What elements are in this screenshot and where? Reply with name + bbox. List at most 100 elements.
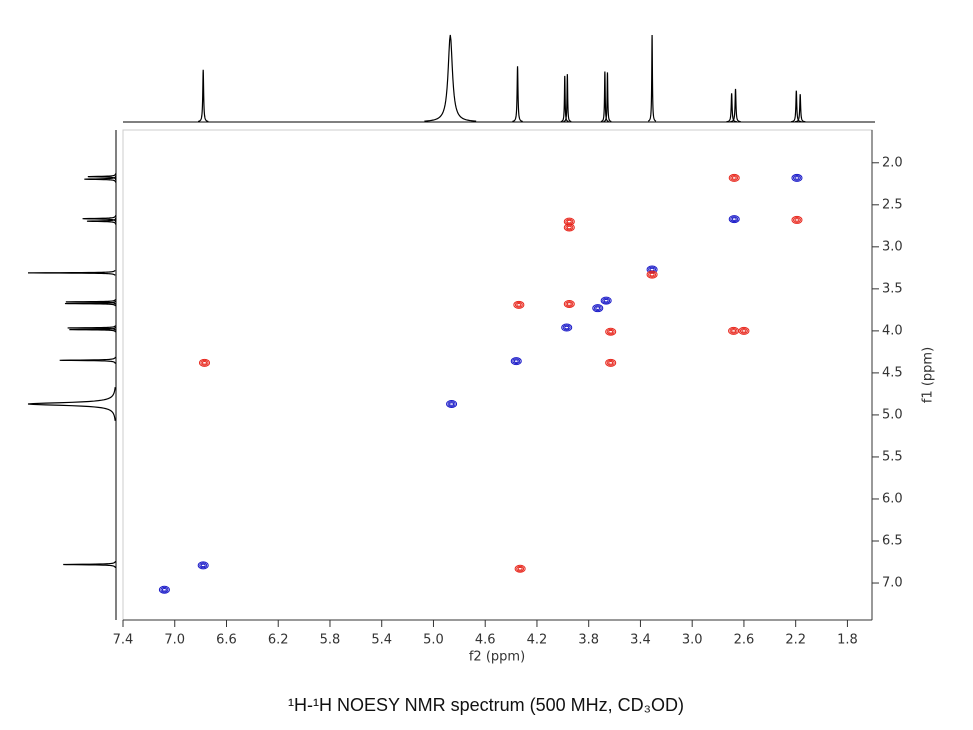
contour	[516, 303, 522, 307]
contour	[606, 359, 615, 366]
cross-peak	[510, 357, 522, 366]
projection-peak	[560, 75, 569, 123]
y-tick-label: 5.0	[882, 407, 903, 422]
contour	[730, 175, 739, 181]
cross-peak	[514, 564, 526, 573]
contour	[564, 325, 570, 330]
contour	[593, 305, 602, 312]
contour	[161, 587, 167, 592]
contour	[197, 561, 209, 570]
contour	[794, 218, 800, 222]
x-tick-label: 2.2	[785, 633, 806, 648]
contour	[794, 176, 800, 180]
contour	[446, 399, 458, 408]
contour	[648, 271, 657, 278]
cross-peak	[563, 299, 575, 308]
projection-peak	[563, 74, 572, 123]
cross-peak	[158, 585, 170, 594]
cross-peak	[197, 561, 209, 570]
projection-peak	[603, 72, 612, 123]
contour	[200, 359, 209, 366]
x-tick-label: 3.8	[578, 633, 599, 648]
y-tick-label: 3.0	[882, 239, 903, 254]
contour	[566, 225, 572, 230]
projection-peak	[65, 299, 117, 305]
contour	[649, 267, 655, 272]
contour	[608, 329, 614, 334]
contour	[791, 173, 803, 182]
contour	[792, 217, 801, 223]
x-axis-label: f2 (ppm)	[469, 650, 525, 665]
y-tick-label: 6.5	[882, 533, 903, 548]
contour	[646, 270, 658, 279]
contour	[565, 301, 574, 307]
cross-peak	[198, 358, 210, 367]
caption: ¹H-¹H NOESY NMR spectrum (500 MHz, CD₃OD…	[288, 695, 684, 715]
contour	[605, 327, 617, 336]
contour	[563, 223, 575, 232]
contour	[514, 564, 526, 573]
contour	[649, 272, 655, 277]
projection-peak	[600, 71, 609, 123]
contour	[561, 323, 573, 332]
projection-peak	[424, 34, 477, 122]
projection-peak	[82, 215, 117, 223]
cross-peak	[791, 215, 803, 224]
projection-peak	[791, 90, 802, 123]
x-tick-label: 5.0	[423, 633, 444, 648]
contour	[563, 299, 575, 308]
contour	[565, 224, 574, 231]
contour	[731, 176, 737, 180]
contour	[199, 562, 208, 569]
cross-peak	[728, 215, 740, 224]
contour	[603, 298, 609, 303]
cross-peak	[513, 300, 525, 309]
contour	[792, 175, 801, 181]
x-tick-label: 1.8	[837, 633, 858, 648]
x-tick-label: 5.4	[371, 633, 392, 648]
projection-peak	[730, 88, 741, 123]
projection-peak	[69, 326, 117, 333]
contour	[595, 306, 601, 310]
contour	[447, 401, 456, 407]
x-tick-label: 3.4	[630, 633, 651, 648]
contour	[198, 358, 210, 367]
projection-peak	[63, 560, 117, 569]
contour	[514, 301, 523, 308]
cross-peak	[605, 358, 617, 367]
y-tick-label: 6.0	[882, 491, 903, 506]
y-tick-label: 7.0	[882, 576, 903, 591]
contour	[739, 327, 748, 334]
x-tick-label: 5.8	[320, 633, 341, 648]
projection-peak	[794, 94, 806, 123]
cross-peak	[592, 304, 604, 313]
contour	[606, 328, 615, 335]
cross-peak	[728, 173, 740, 182]
y-tick-label: 5.5	[882, 449, 903, 464]
contour	[738, 326, 750, 335]
projection-peak	[67, 325, 117, 331]
contour	[201, 361, 207, 365]
contour	[791, 215, 803, 224]
projection-peak	[84, 175, 117, 183]
x-tick-label: 7.4	[113, 633, 134, 648]
contour	[513, 359, 519, 363]
cross-peak	[561, 323, 573, 332]
y-tick-label: 4.5	[882, 365, 903, 380]
contour	[592, 304, 604, 313]
contour	[562, 324, 571, 331]
x-tick-label: 4.6	[475, 633, 496, 648]
contour	[731, 329, 737, 333]
y-tick-label: 3.5	[882, 281, 903, 296]
projection-peak	[647, 34, 657, 122]
cross-peak	[600, 296, 612, 305]
contour	[600, 296, 612, 305]
y-axis-label: f1 (ppm)	[921, 347, 936, 403]
projection-peak	[86, 217, 117, 225]
contour	[512, 358, 521, 365]
contour	[608, 361, 614, 365]
contour	[602, 297, 611, 304]
cross-peak	[605, 327, 617, 336]
contour	[741, 329, 747, 333]
